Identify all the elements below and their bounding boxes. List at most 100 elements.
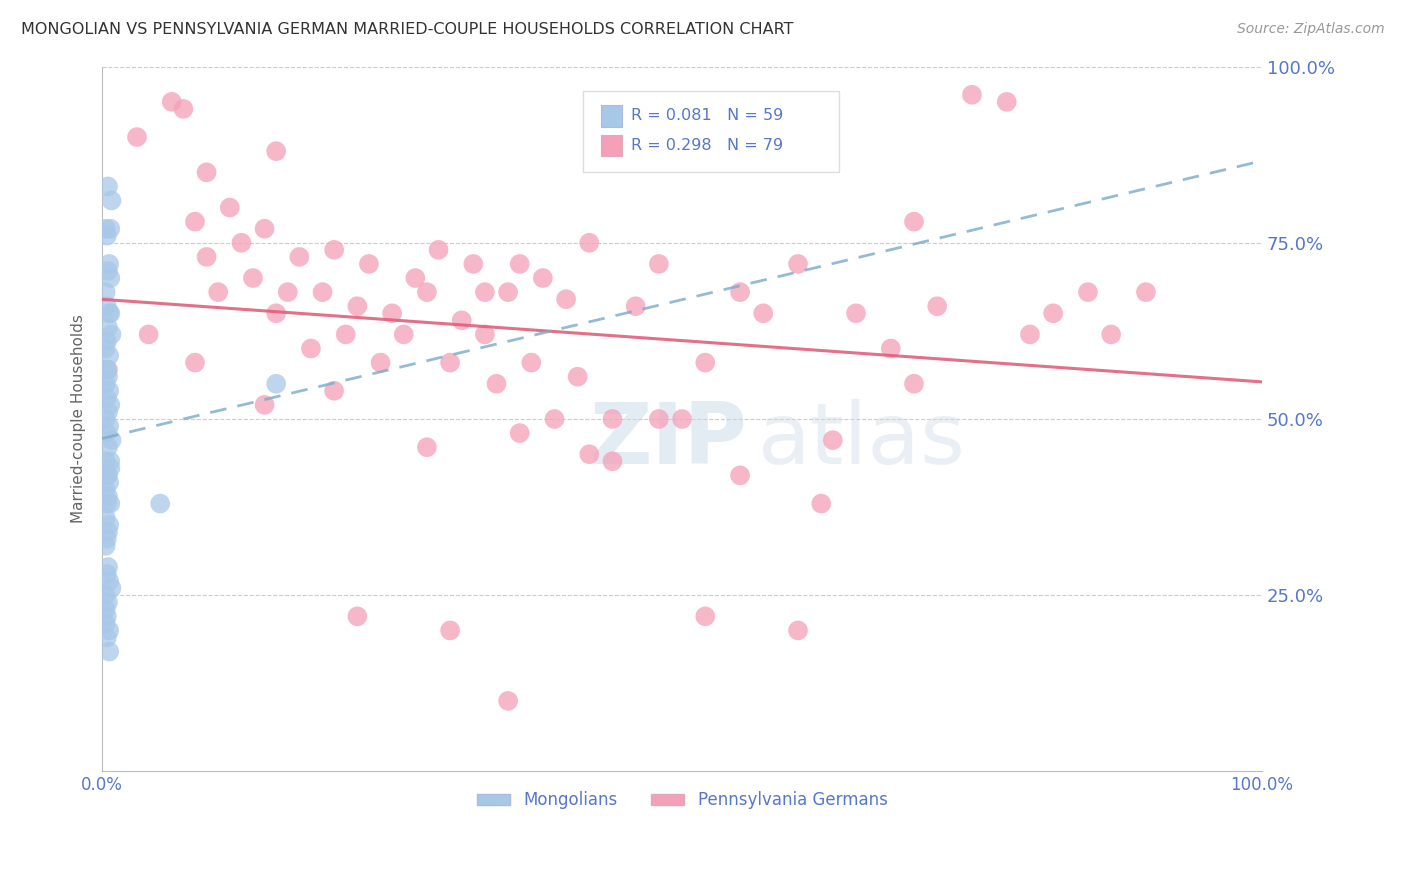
Point xyxy=(346,299,368,313)
Point xyxy=(416,440,439,454)
Point xyxy=(496,285,519,299)
Point xyxy=(1077,285,1099,299)
Point xyxy=(509,257,531,271)
Point xyxy=(96,228,118,243)
Point xyxy=(96,334,118,349)
Point xyxy=(509,426,531,441)
Point xyxy=(648,257,671,271)
Point xyxy=(520,356,543,370)
Point xyxy=(207,285,229,299)
Point xyxy=(346,609,368,624)
Point xyxy=(671,412,693,426)
Point xyxy=(335,327,357,342)
Point xyxy=(323,384,346,398)
Point xyxy=(277,285,299,299)
Point xyxy=(496,694,519,708)
Point xyxy=(903,376,925,391)
Point xyxy=(97,560,120,574)
Point xyxy=(100,327,122,342)
Point xyxy=(567,369,589,384)
Point xyxy=(253,398,276,412)
Point xyxy=(94,539,117,553)
Point xyxy=(96,631,118,645)
Point xyxy=(98,517,121,532)
Point xyxy=(184,214,207,228)
Point xyxy=(231,235,253,250)
Point xyxy=(94,412,117,426)
Point xyxy=(555,292,578,306)
Point xyxy=(100,581,122,595)
Point xyxy=(450,313,472,327)
Point xyxy=(427,243,450,257)
Point xyxy=(96,468,118,483)
Point xyxy=(98,644,121,658)
Point xyxy=(97,405,120,419)
Point xyxy=(98,624,121,638)
Point xyxy=(311,285,333,299)
Point xyxy=(98,306,121,320)
Point xyxy=(98,398,121,412)
Point xyxy=(98,221,121,235)
Point xyxy=(648,412,671,426)
Point xyxy=(97,362,120,376)
Point xyxy=(96,609,118,624)
Point xyxy=(995,95,1018,109)
Point xyxy=(195,250,218,264)
Point xyxy=(172,102,194,116)
Point xyxy=(97,440,120,454)
Point xyxy=(474,327,496,342)
Point xyxy=(543,412,565,426)
Point xyxy=(485,376,508,391)
Point xyxy=(404,271,426,285)
Point xyxy=(98,306,121,320)
Text: R = 0.081   N = 59: R = 0.081 N = 59 xyxy=(631,109,783,123)
Point xyxy=(845,306,868,320)
Point xyxy=(474,285,496,299)
Point xyxy=(98,574,121,588)
Point xyxy=(97,369,120,384)
Point xyxy=(439,624,461,638)
Point xyxy=(96,497,118,511)
Point xyxy=(149,497,172,511)
Point xyxy=(578,235,600,250)
Point xyxy=(880,342,903,356)
Point xyxy=(96,362,118,376)
Bar xyxy=(600,105,621,127)
Point xyxy=(903,214,925,228)
Point xyxy=(1019,327,1042,342)
Point xyxy=(97,490,120,504)
Point xyxy=(602,412,624,426)
Point xyxy=(94,510,117,524)
Point xyxy=(94,285,117,299)
Point xyxy=(531,271,554,285)
Point xyxy=(97,320,120,334)
Point xyxy=(927,299,949,313)
Point xyxy=(97,179,120,194)
Point xyxy=(810,497,832,511)
Point xyxy=(184,356,207,370)
Point xyxy=(96,391,118,405)
Point xyxy=(98,454,121,468)
Point xyxy=(728,285,751,299)
Point xyxy=(1042,306,1064,320)
Point xyxy=(94,362,117,376)
Text: ZIP: ZIP xyxy=(589,399,747,482)
Point xyxy=(602,454,624,468)
Point xyxy=(752,306,775,320)
Point xyxy=(94,483,117,497)
Point xyxy=(97,524,120,539)
Point xyxy=(195,165,218,179)
Point xyxy=(98,497,121,511)
Text: MONGOLIAN VS PENNSYLVANIA GERMAN MARRIED-COUPLE HOUSEHOLDS CORRELATION CHART: MONGOLIAN VS PENNSYLVANIA GERMAN MARRIED… xyxy=(21,22,793,37)
Point xyxy=(94,454,117,468)
Point xyxy=(787,624,810,638)
Point xyxy=(97,264,120,278)
Point xyxy=(94,602,117,616)
Point xyxy=(695,609,717,624)
Text: R = 0.298   N = 79: R = 0.298 N = 79 xyxy=(631,138,783,153)
Point xyxy=(94,588,117,602)
Point xyxy=(98,384,121,398)
Point xyxy=(96,567,118,582)
Point xyxy=(728,468,751,483)
Point xyxy=(97,595,120,609)
